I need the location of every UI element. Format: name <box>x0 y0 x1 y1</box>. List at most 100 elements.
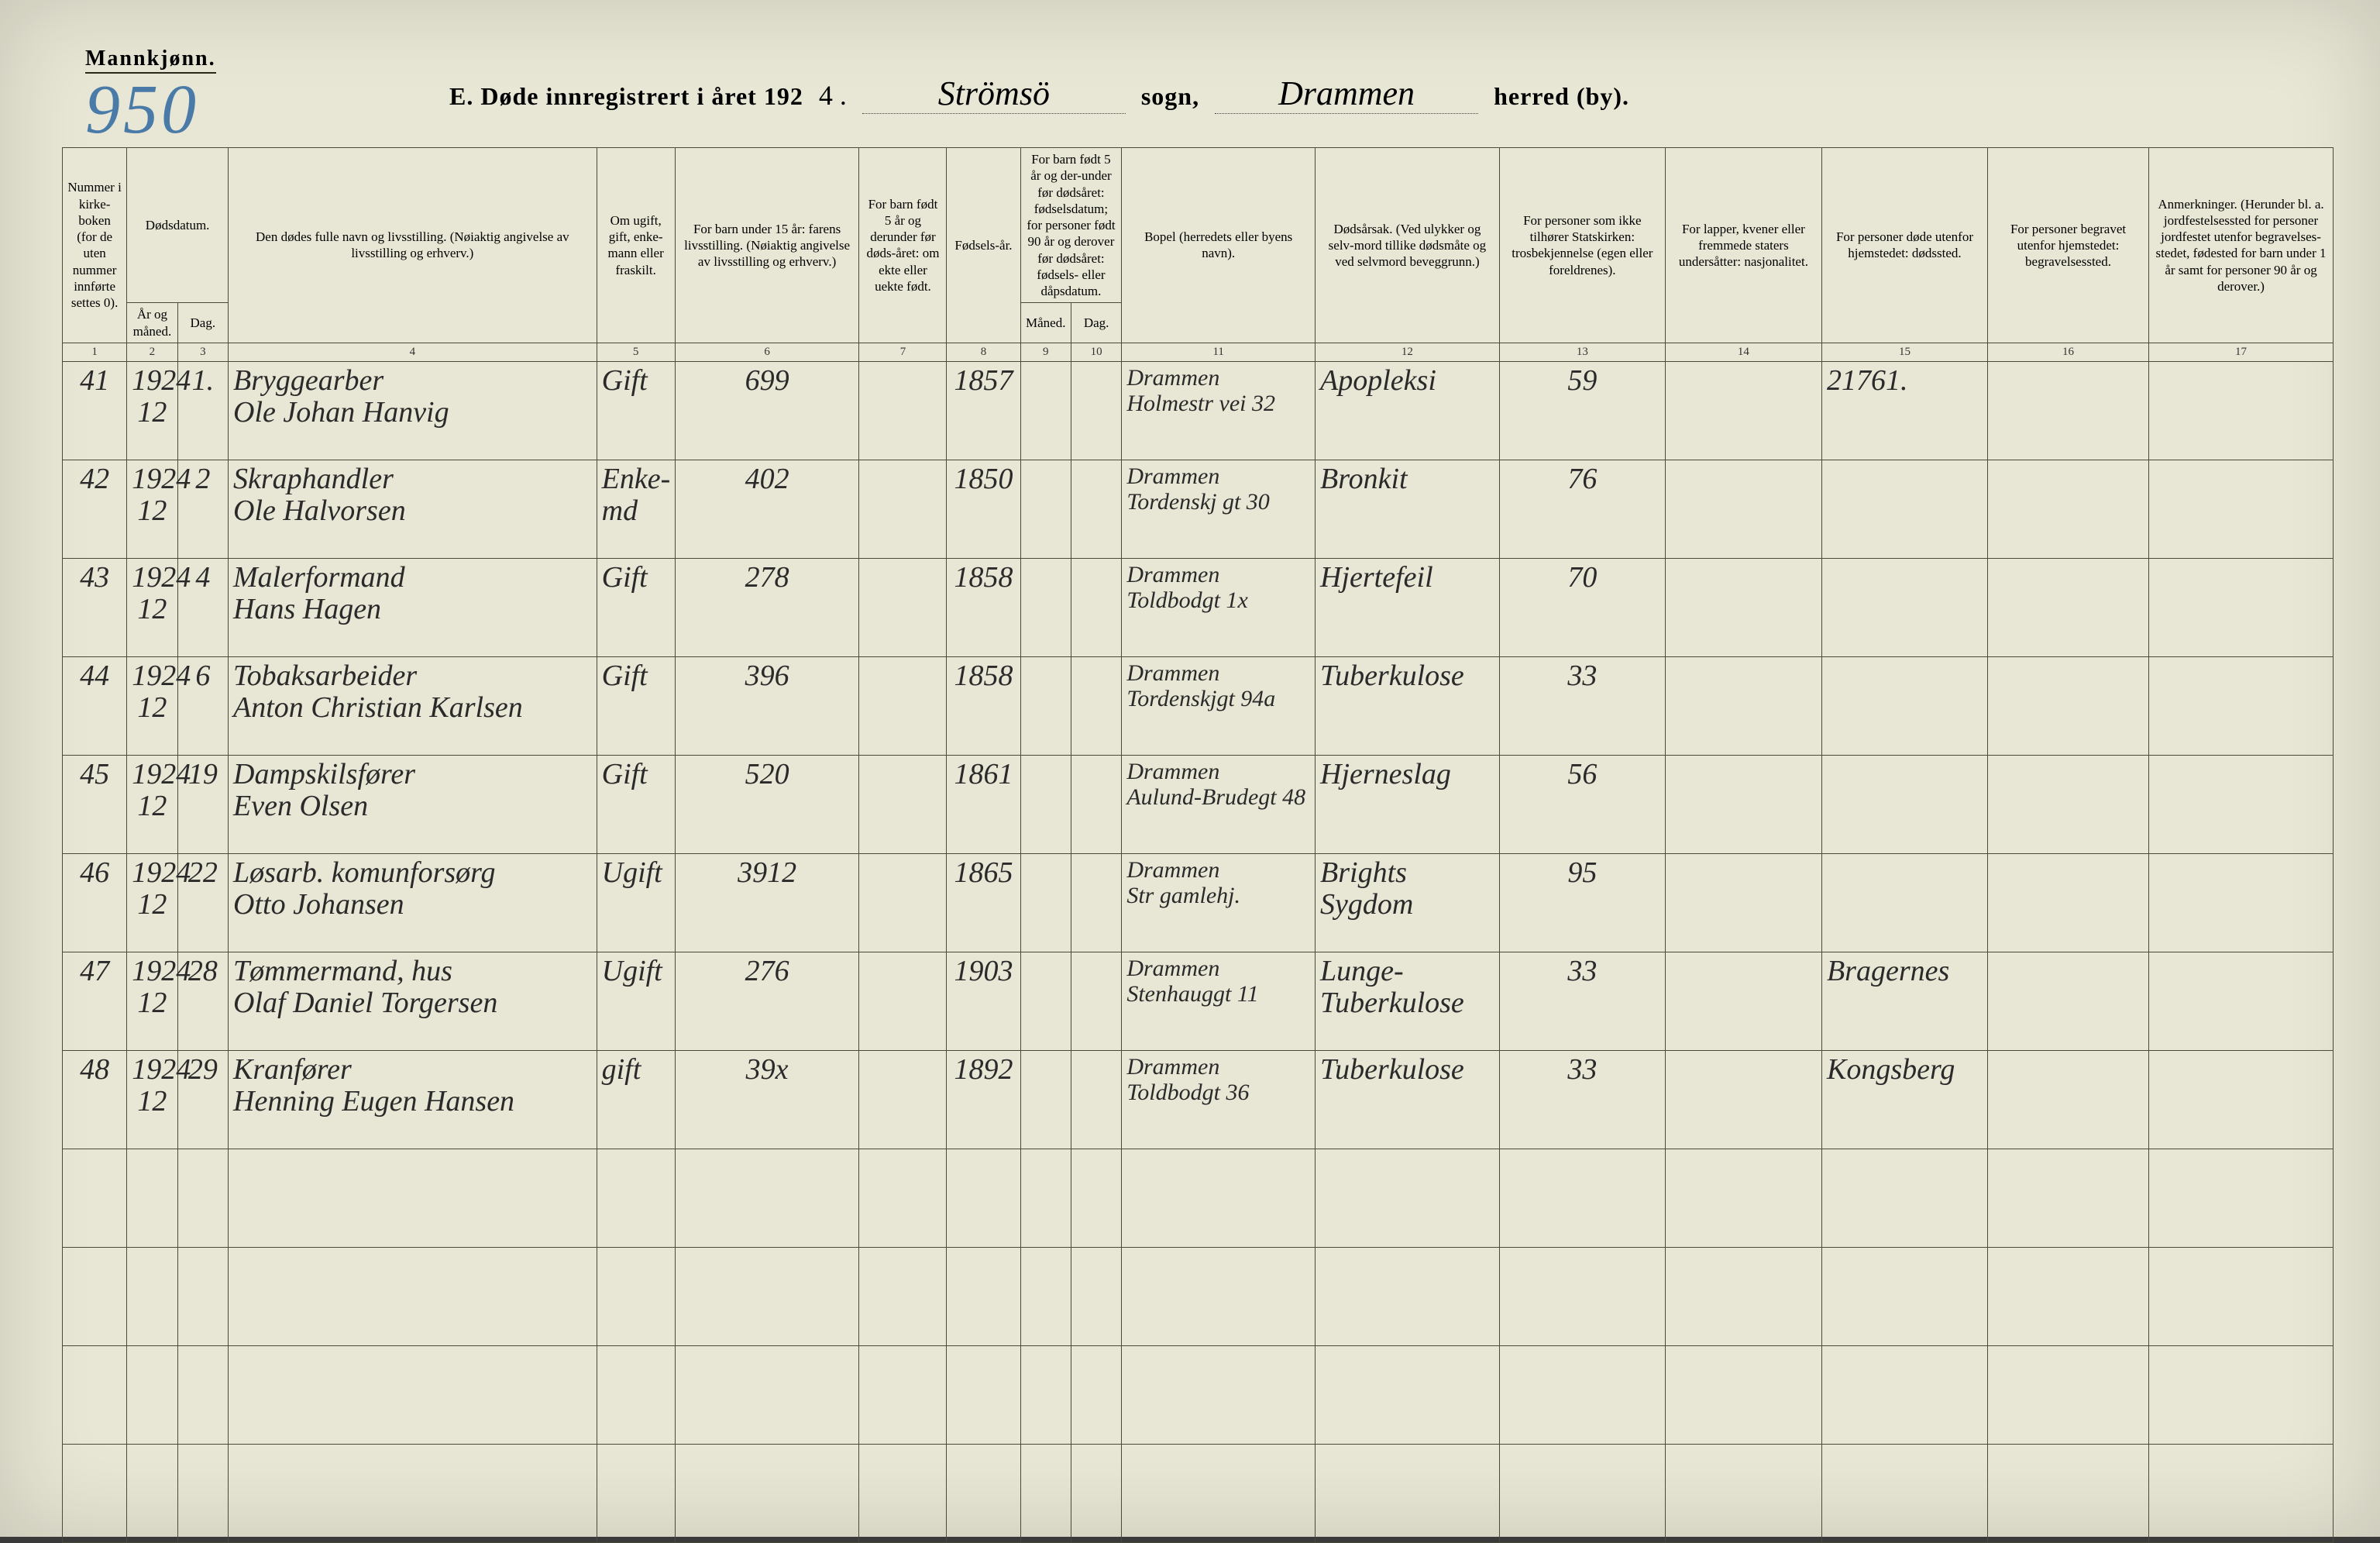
table-cell <box>63 1345 127 1444</box>
registry-table: Nummer i kirke-boken (for de uten nummer… <box>62 147 2334 1543</box>
table-cell: Tømmermand, husOlaf Daniel Torgersen <box>229 952 597 1050</box>
table-cell <box>597 1444 675 1542</box>
table-cell: MalerformandHans Hagen <box>229 558 597 656</box>
table-cell: Gift <box>597 361 675 460</box>
table-cell <box>1020 755 1071 853</box>
table-cell <box>597 1247 675 1345</box>
col-num: 17 <box>2149 343 2334 361</box>
table-cell: Gift <box>597 558 675 656</box>
table-cell: DrammenToldbodgt 1x <box>1122 558 1316 656</box>
table-cell <box>1071 1345 1121 1444</box>
table-cell <box>675 1247 859 1345</box>
table-cell <box>859 460 947 558</box>
table-cell <box>1020 1050 1071 1149</box>
col-num: 13 <box>1499 343 1665 361</box>
table-cell <box>1987 361 2148 460</box>
table-cell: 45 <box>63 755 127 853</box>
table-cell: 192412 <box>127 361 177 460</box>
table-cell <box>1987 1149 2148 1247</box>
table-cell <box>1071 1247 1121 1345</box>
table-cell: BryggearberOle Johan Hanvig <box>229 361 597 460</box>
table-row: 4719241228Tømmermand, husOlaf Daniel Tor… <box>63 952 2334 1050</box>
table-cell: 48 <box>63 1050 127 1149</box>
table-cell <box>1665 361 1821 460</box>
table-cell: 42 <box>63 460 127 558</box>
col-num: 10 <box>1071 343 1121 361</box>
table-cell: Hjertefeil <box>1316 558 1500 656</box>
table-cell <box>177 1345 228 1444</box>
herred-value: Drammen <box>1215 74 1478 114</box>
table-cell: 1857 <box>947 361 1020 460</box>
table-cell: DrammenTordenskj gt 30 <box>1122 460 1316 558</box>
table-cell <box>1821 656 1987 755</box>
table-cell <box>1020 656 1071 755</box>
table-cell <box>1821 1149 1987 1247</box>
table-cell <box>2149 1444 2334 1542</box>
table-cell: Bronkit <box>1316 460 1500 558</box>
table-row: 4519241219DampskilsførerEven OlsenGift52… <box>63 755 2334 853</box>
table-cell <box>1665 1345 1821 1444</box>
col-num: 15 <box>1821 343 1987 361</box>
table-cell: Gift <box>597 656 675 755</box>
table-row: 411924121.BryggearberOle Johan HanvigGif… <box>63 361 2334 460</box>
table-cell: DrammenHolmestr vei 32 <box>1122 361 1316 460</box>
col-header: Bopel (herredets eller byens navn). <box>1122 148 1316 343</box>
col-num: 2 <box>127 343 177 361</box>
table-cell <box>1499 1345 1665 1444</box>
col-num: 14 <box>1665 343 1821 361</box>
sogn-value: Strömsö <box>862 74 1126 114</box>
table-cell <box>1665 656 1821 755</box>
table-cell <box>177 1149 228 1247</box>
table-cell: 43 <box>63 558 127 656</box>
table-cell <box>1071 853 1121 952</box>
table-cell <box>1020 952 1071 1050</box>
col-header: Nummer i kirke-boken (for de uten nummer… <box>63 148 127 343</box>
table-cell <box>1665 755 1821 853</box>
table-cell: 1892 <box>947 1050 1020 1149</box>
table-cell <box>1071 656 1121 755</box>
table-cell <box>1071 1444 1121 1542</box>
table-cell: 192412 <box>127 755 177 853</box>
table-row <box>63 1149 2334 1247</box>
table-cell <box>1316 1247 1500 1345</box>
col-header: For personer som ikke tilhører Statskirk… <box>1499 148 1665 343</box>
col-header: For personer døde utenfor hjemstedet: dø… <box>1821 148 1987 343</box>
table-cell <box>2149 1050 2334 1149</box>
col-header: For barn født 5 år og der-under før døds… <box>1020 148 1122 303</box>
table-cell <box>1122 1247 1316 1345</box>
table-cell: 192412 <box>127 656 177 755</box>
table-cell: 276 <box>675 952 859 1050</box>
table-cell: 3912 <box>675 853 859 952</box>
table-cell: 44 <box>63 656 127 755</box>
table-cell <box>859 853 947 952</box>
table-cell <box>947 1247 1020 1345</box>
col-num: 12 <box>1316 343 1500 361</box>
table-cell <box>63 1149 127 1247</box>
table-cell: DampskilsførerEven Olsen <box>229 755 597 853</box>
table-cell <box>675 1149 859 1247</box>
col-num: 11 <box>1122 343 1316 361</box>
table-cell: gift <box>597 1050 675 1149</box>
table-cell: 192412 <box>127 558 177 656</box>
table-cell <box>127 1247 177 1345</box>
table-row: 4819241229KranførerHenning Eugen Hanseng… <box>63 1050 2334 1149</box>
table-cell: DrammenTordenskjgt 94a <box>1122 656 1316 755</box>
table-body: 411924121.BryggearberOle Johan HanvigGif… <box>63 361 2334 1542</box>
table-cell: DrammenToldbodgt 36 <box>1122 1050 1316 1149</box>
col-num: 5 <box>597 343 675 361</box>
table-cell <box>1020 1247 1071 1345</box>
col-num: 6 <box>675 343 859 361</box>
table-cell: 39x <box>675 1050 859 1149</box>
table-cell <box>63 1247 127 1345</box>
col-num: 3 <box>177 343 228 361</box>
table-cell <box>1821 558 1987 656</box>
table-cell <box>1071 558 1121 656</box>
herred-label: herred (by). <box>1494 82 1629 111</box>
table-cell <box>1987 656 2148 755</box>
table-cell <box>947 1345 1020 1444</box>
table-cell: DrammenAulund-Brudegt 48 <box>1122 755 1316 853</box>
table-cell <box>1122 1149 1316 1247</box>
col-num: 9 <box>1020 343 1071 361</box>
table-cell <box>1821 853 1987 952</box>
table-cell <box>859 1345 947 1444</box>
